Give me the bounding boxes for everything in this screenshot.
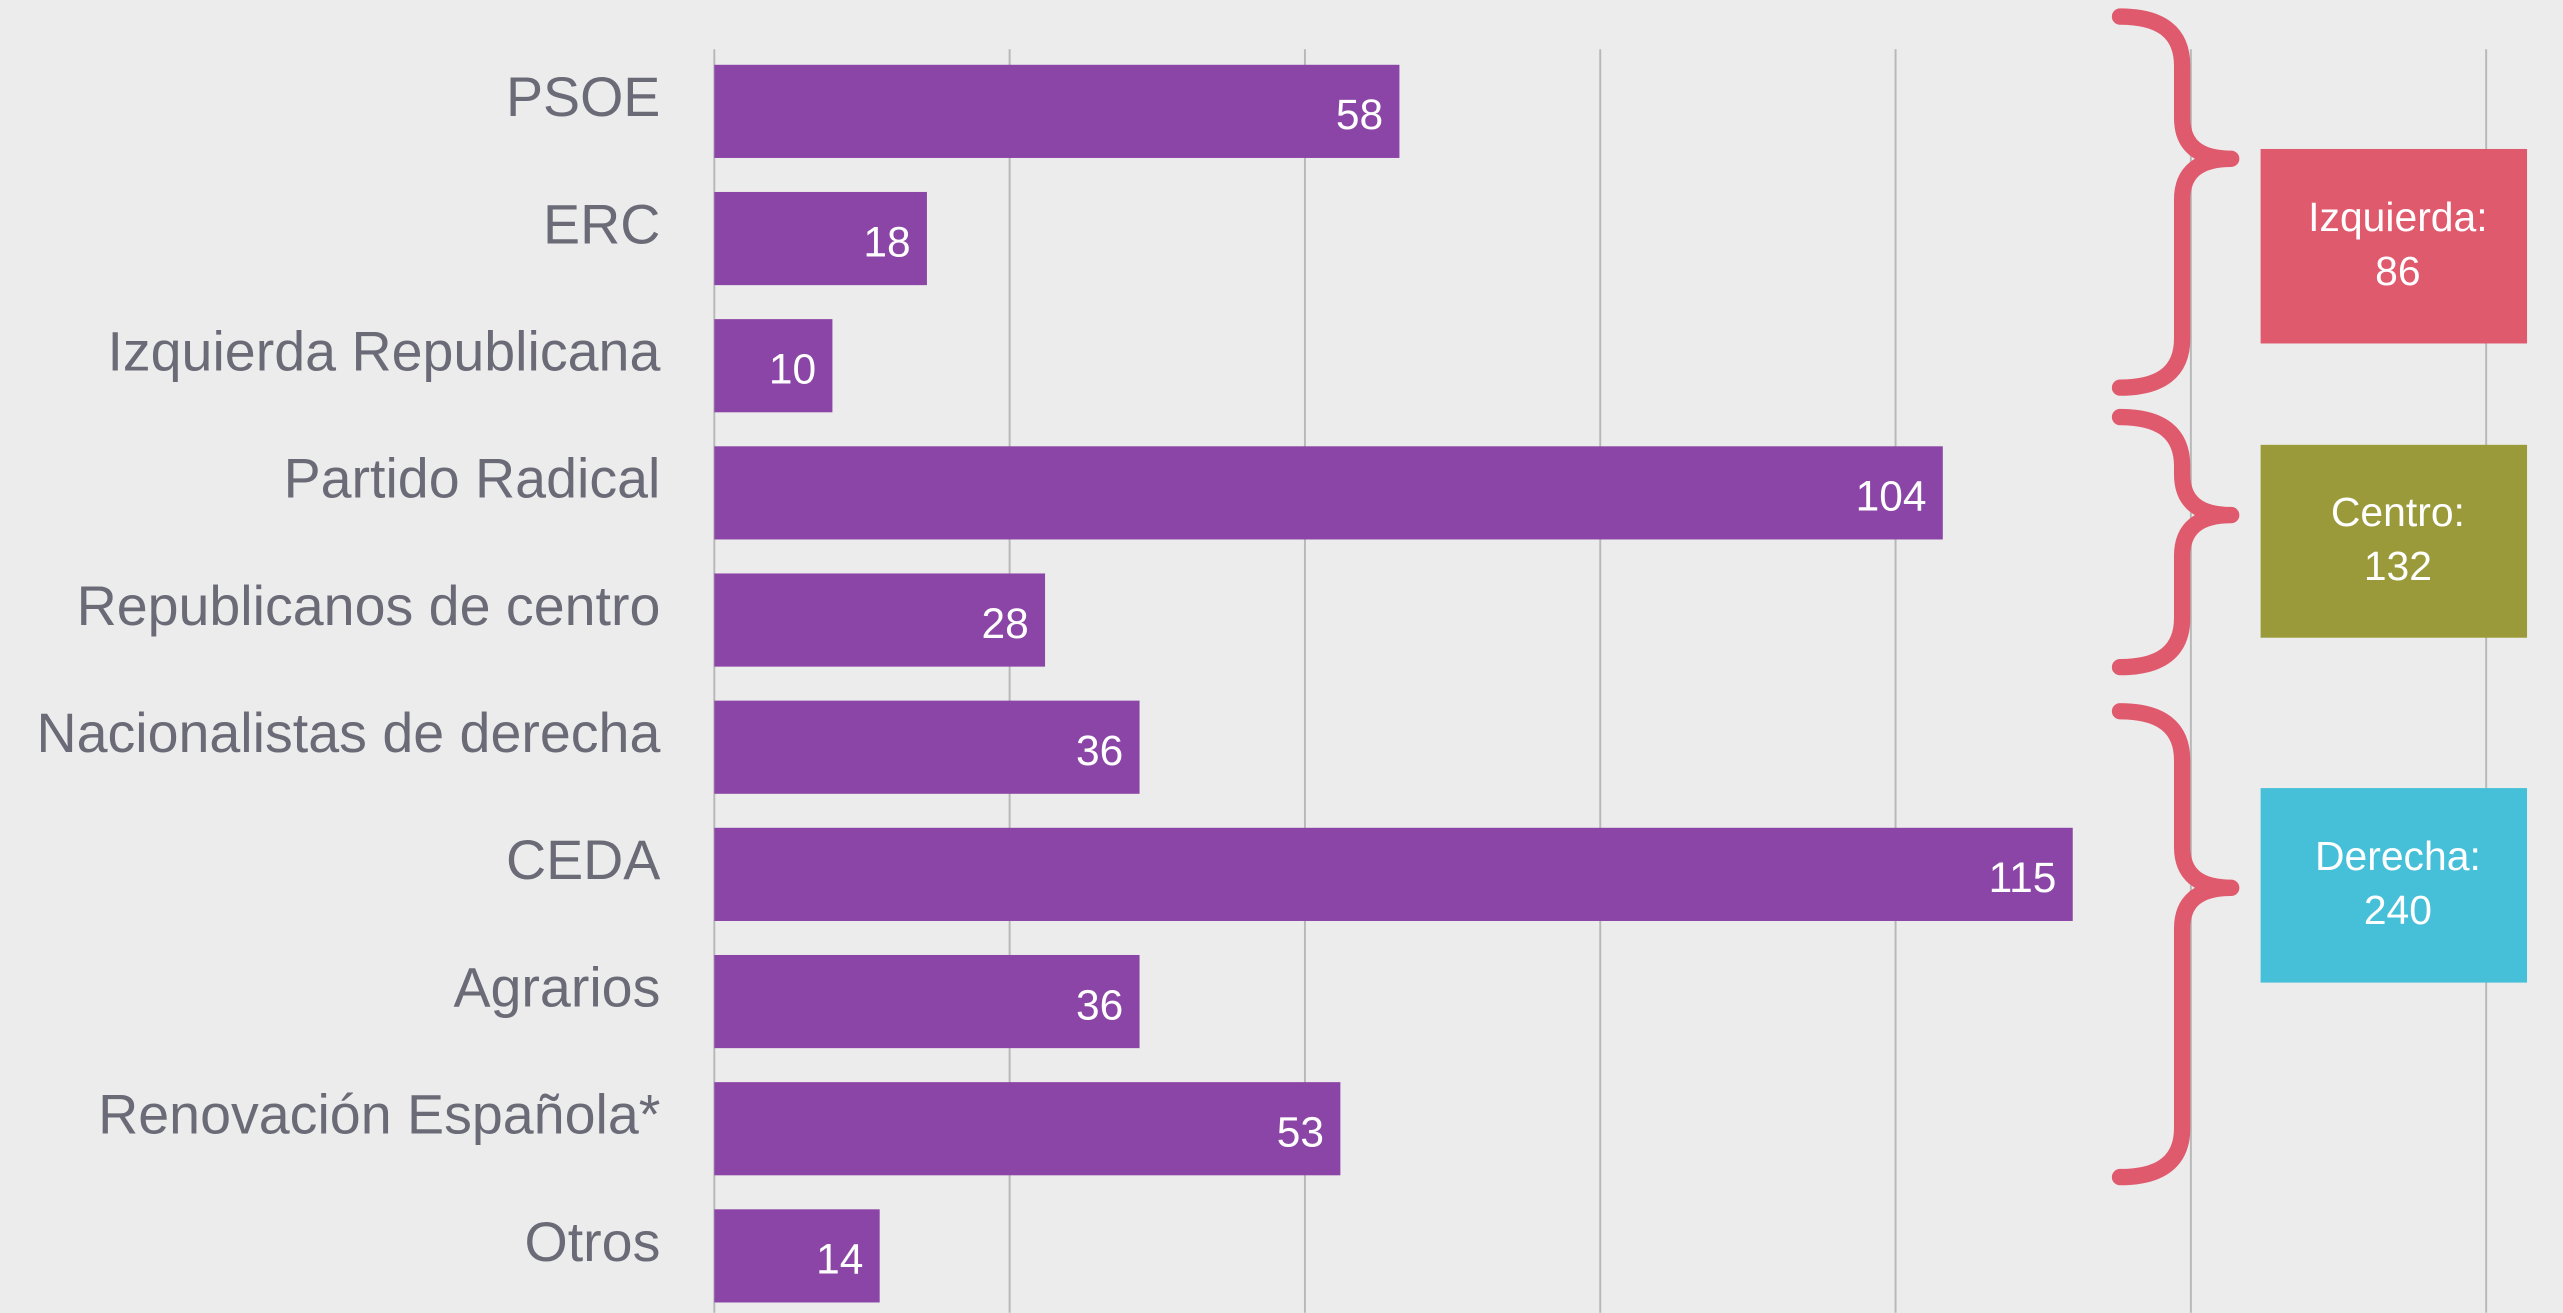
value-label: 115 <box>1989 855 2057 902</box>
group-label: Derecha: <box>2315 833 2481 879</box>
value-label: 58 <box>1336 92 1383 139</box>
group-box <box>2260 148 2528 344</box>
bar <box>714 827 2073 921</box>
y-tick-label: CEDA <box>506 829 660 891</box>
y-tick-label: Renovación Española* <box>98 1084 660 1146</box>
bar <box>714 64 1400 158</box>
bar <box>714 446 1943 540</box>
bar <box>714 1082 1341 1176</box>
bar <box>714 954 1140 1049</box>
y-tick-label: Republicanos de centro <box>77 575 661 637</box>
bar <box>714 191 927 286</box>
bar <box>714 573 1046 667</box>
value-label: 14 <box>816 1237 863 1284</box>
y-tick-label: Otros <box>525 1211 661 1273</box>
group-total: 86 <box>2375 248 2420 294</box>
bar <box>714 700 1140 794</box>
group-label: Centro: <box>2331 489 2465 535</box>
brace <box>2111 703 2240 1186</box>
value-label: 36 <box>1076 728 1123 775</box>
value-label: 53 <box>1277 1109 1324 1156</box>
y-tick-label: PSOE <box>506 66 660 128</box>
y-tick-label: Nacionalistas de derecha <box>36 702 660 764</box>
value-label: 28 <box>981 601 1028 648</box>
value-label: 18 <box>863 219 910 266</box>
y-tick-label: Izquierda Republicana <box>107 321 660 383</box>
group-box <box>2260 788 2528 983</box>
value-label: 104 <box>1856 474 1927 521</box>
y-tick-label: Agrarios <box>453 956 660 1018</box>
bar <box>714 319 833 413</box>
group-box <box>2260 444 2528 638</box>
group-label: Izquierda: <box>2308 194 2487 240</box>
brace <box>2111 8 2240 396</box>
bar <box>714 1209 880 1303</box>
value-label: 36 <box>1076 982 1123 1029</box>
y-tick-label: ERC <box>543 193 660 255</box>
brace <box>2111 408 2240 676</box>
y-tick-label: Partido Radical <box>284 448 661 510</box>
value-label: 10 <box>769 346 816 393</box>
group-total: 240 <box>2364 887 2432 933</box>
group-total: 132 <box>2364 543 2432 589</box>
